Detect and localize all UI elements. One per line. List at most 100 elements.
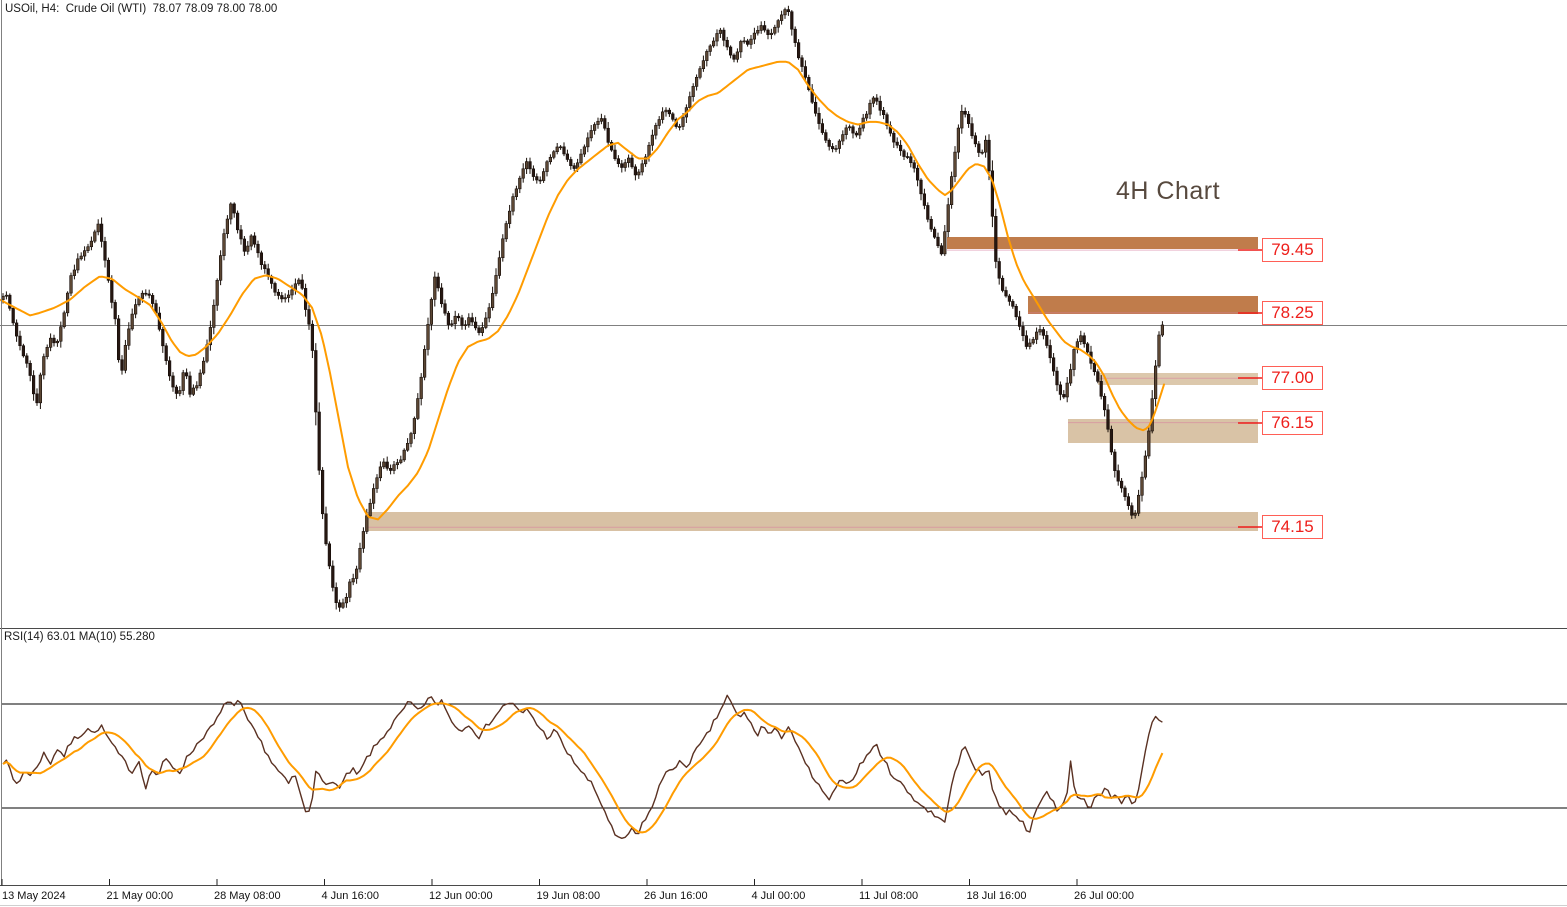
candle-body	[643, 156, 648, 165]
candle-body	[1092, 362, 1096, 372]
candle-body	[31, 375, 36, 395]
candle-body	[103, 241, 107, 261]
candle-body	[620, 163, 624, 168]
candle-body	[405, 443, 410, 451]
candle-body	[368, 502, 372, 517]
candle-body	[361, 531, 366, 549]
candle-body	[433, 276, 437, 300]
candle-body	[776, 20, 780, 28]
candle-body	[528, 161, 532, 170]
candle-body	[45, 347, 49, 357]
candle-body	[912, 162, 916, 169]
candle-body	[1099, 381, 1103, 397]
candle-body	[15, 322, 19, 337]
candle-body	[953, 151, 957, 177]
candle-body	[8, 294, 12, 309]
candle-body	[331, 565, 335, 588]
candle-body	[504, 223, 508, 240]
candle-body	[511, 196, 515, 212]
candle-body	[1103, 395, 1107, 411]
candle-body	[1014, 305, 1018, 318]
candle-body	[324, 513, 328, 545]
candle-body	[467, 317, 471, 326]
candle-body	[997, 261, 1001, 279]
candle-body	[847, 126, 852, 129]
candle-body	[735, 51, 739, 60]
candle-body	[358, 547, 362, 570]
candle-body	[297, 279, 301, 285]
candle-body	[919, 179, 923, 195]
time-axis-label: 26 Jul 00:00	[1074, 890, 1134, 902]
candle-body	[300, 279, 304, 289]
candle-body	[25, 355, 29, 364]
candle-body	[232, 203, 236, 214]
candle-body	[273, 283, 277, 293]
candle-body	[742, 40, 746, 43]
candle-body	[354, 568, 359, 579]
candle-body	[885, 114, 889, 126]
candle-body	[518, 177, 522, 190]
candle-body	[514, 188, 518, 197]
candle-body	[660, 111, 665, 120]
candle-body	[616, 158, 620, 164]
candle-body	[667, 109, 671, 115]
candle-body	[249, 235, 253, 247]
candle-body	[637, 171, 641, 176]
candle-body	[1021, 326, 1025, 337]
candle-body	[705, 51, 709, 61]
candle-body	[1096, 371, 1100, 382]
candle-body	[236, 212, 240, 231]
candle-body	[1062, 394, 1066, 398]
candle-body	[100, 223, 104, 242]
candle-body	[1048, 345, 1052, 359]
candle-body	[745, 40, 750, 45]
price-level-label: 79.45	[1262, 238, 1323, 262]
candle-body	[1041, 329, 1045, 336]
candle-body	[779, 14, 784, 21]
candle-body	[443, 303, 447, 314]
candle-body	[191, 387, 196, 395]
candle-body	[229, 203, 233, 220]
candle-body	[76, 258, 80, 271]
candle-body	[609, 142, 614, 151]
candle-body	[66, 292, 70, 314]
candle-body	[966, 113, 971, 124]
candle-body	[1004, 290, 1008, 297]
candle-body	[650, 134, 654, 146]
candle-body	[613, 149, 617, 160]
candle-body	[932, 228, 937, 238]
candle-body	[545, 161, 549, 172]
candle-body	[96, 223, 100, 233]
candle-body	[1082, 335, 1086, 345]
candle-body	[582, 146, 586, 155]
candle-body	[1126, 496, 1130, 506]
candle-body	[871, 97, 875, 104]
candle-body	[1031, 339, 1035, 344]
candle-body	[307, 309, 311, 325]
candle-body	[715, 33, 719, 42]
candle-body	[1055, 370, 1059, 386]
candle-body	[664, 109, 668, 113]
candle-body	[1, 295, 5, 301]
time-axis-label: 26 Jun 16:00	[644, 890, 708, 902]
candle-body	[256, 243, 260, 254]
candle-body	[1120, 480, 1124, 489]
candle-body	[783, 9, 787, 16]
time-axis-label: 4 Jul 00:00	[751, 890, 806, 902]
price-zone	[1028, 296, 1258, 314]
candle-body	[419, 376, 423, 399]
candle-body	[878, 100, 882, 111]
candle-body	[793, 28, 797, 43]
candle-body	[1116, 470, 1120, 482]
candle-body	[212, 304, 216, 328]
candle-body	[259, 252, 264, 265]
candle-body	[337, 602, 342, 608]
candle-body	[1069, 369, 1073, 384]
candle-body	[113, 302, 117, 320]
candle-body	[399, 459, 403, 463]
price-level-label: 74.15	[1262, 515, 1323, 539]
candle-body	[4, 294, 8, 297]
candle-body	[110, 280, 114, 303]
candle-body	[21, 345, 26, 357]
